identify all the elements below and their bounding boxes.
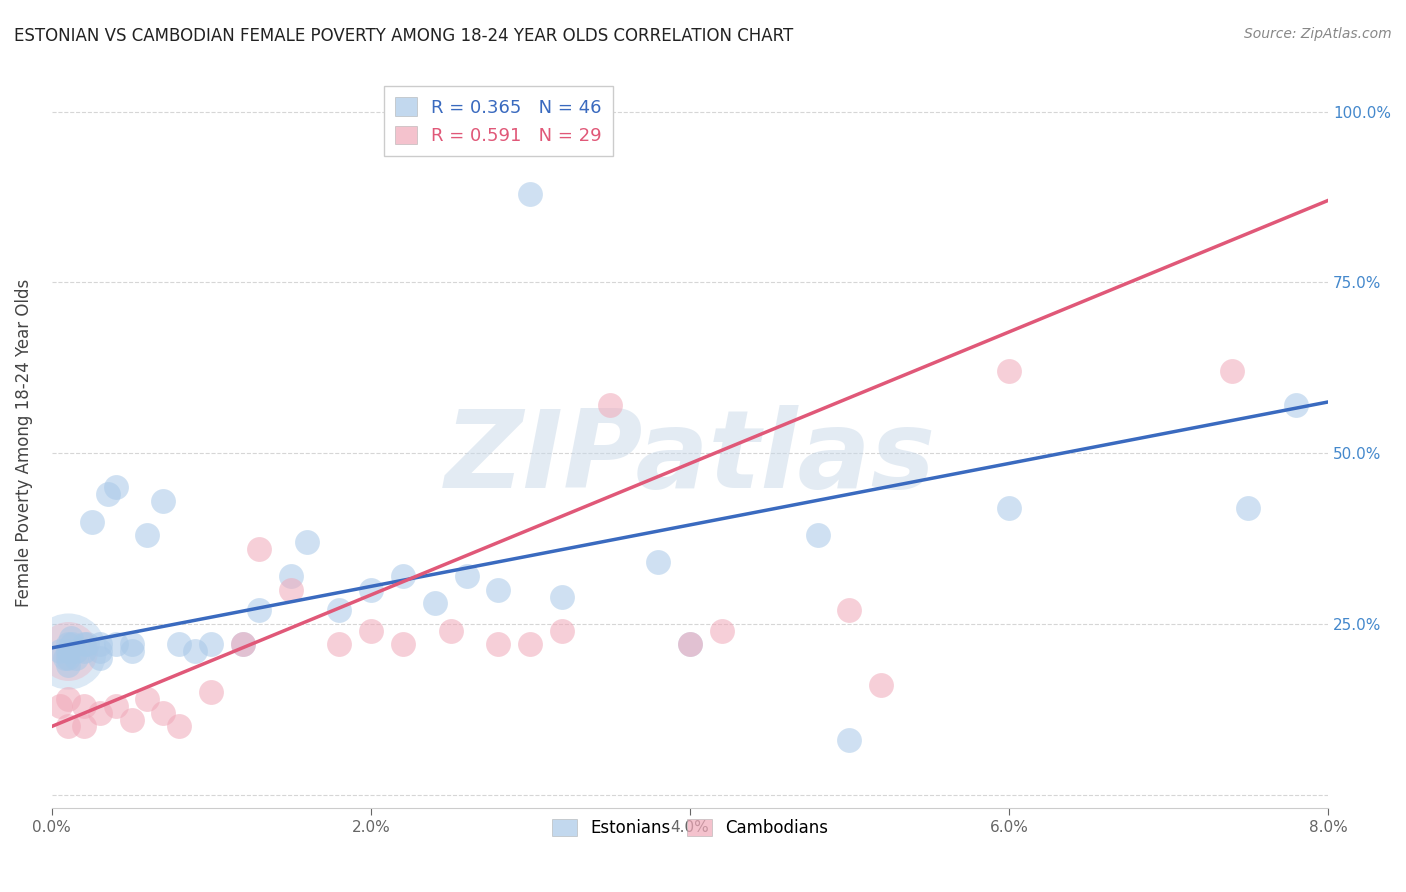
Point <box>56 638 79 652</box>
Point <box>104 638 127 652</box>
Point <box>391 638 413 652</box>
Point <box>59 631 82 645</box>
Point <box>647 556 669 570</box>
Point <box>104 480 127 494</box>
Point <box>1285 398 1308 412</box>
Point <box>73 698 96 713</box>
Point <box>456 569 478 583</box>
Point <box>1237 500 1260 515</box>
Point <box>53 651 76 665</box>
Point <box>56 657 79 672</box>
Point <box>295 535 318 549</box>
Point <box>121 644 143 658</box>
Point <box>551 590 574 604</box>
Point <box>360 624 382 638</box>
Point <box>56 644 79 658</box>
Point <box>184 644 207 658</box>
Point <box>76 638 98 652</box>
Point <box>73 638 96 652</box>
Point <box>48 644 70 658</box>
Legend: Estonians, Cambodians: Estonians, Cambodians <box>546 813 835 844</box>
Point <box>806 528 828 542</box>
Point <box>65 651 87 665</box>
Point <box>679 638 702 652</box>
Point <box>679 638 702 652</box>
Point <box>599 398 621 412</box>
Point <box>519 186 541 201</box>
Point <box>328 638 350 652</box>
Point <box>488 582 510 597</box>
Point <box>247 541 270 556</box>
Point <box>280 569 302 583</box>
Point <box>89 706 111 720</box>
Point <box>200 685 222 699</box>
Point <box>488 638 510 652</box>
Point <box>56 644 79 658</box>
Point <box>439 624 461 638</box>
Point <box>1222 364 1244 378</box>
Point <box>519 638 541 652</box>
Point <box>136 692 159 706</box>
Y-axis label: Female Poverty Among 18-24 Year Olds: Female Poverty Among 18-24 Year Olds <box>15 279 32 607</box>
Point <box>56 719 79 733</box>
Point <box>56 692 79 706</box>
Point <box>200 638 222 652</box>
Point <box>280 582 302 597</box>
Point <box>360 582 382 597</box>
Point <box>97 487 120 501</box>
Point <box>391 569 413 583</box>
Text: Source: ZipAtlas.com: Source: ZipAtlas.com <box>1244 27 1392 41</box>
Point <box>73 719 96 733</box>
Point <box>56 651 79 665</box>
Point <box>152 494 174 508</box>
Point <box>838 733 860 747</box>
Point <box>80 515 103 529</box>
Point <box>998 500 1021 515</box>
Point <box>870 678 893 692</box>
Point <box>73 644 96 658</box>
Point <box>48 698 70 713</box>
Point <box>169 719 191 733</box>
Point <box>838 603 860 617</box>
Point <box>121 713 143 727</box>
Point <box>121 638 143 652</box>
Point <box>89 644 111 658</box>
Point <box>710 624 733 638</box>
Point <box>998 364 1021 378</box>
Point <box>89 651 111 665</box>
Point <box>136 528 159 542</box>
Point <box>232 638 254 652</box>
Text: ESTONIAN VS CAMBODIAN FEMALE POVERTY AMONG 18-24 YEAR OLDS CORRELATION CHART: ESTONIAN VS CAMBODIAN FEMALE POVERTY AMO… <box>14 27 793 45</box>
Text: ZIPatlas: ZIPatlas <box>444 405 935 510</box>
Point <box>169 638 191 652</box>
Point <box>423 597 446 611</box>
Point <box>65 644 87 658</box>
Point <box>551 624 574 638</box>
Point <box>62 638 84 652</box>
Point <box>89 638 111 652</box>
Point <box>232 638 254 652</box>
Point <box>328 603 350 617</box>
Point <box>104 698 127 713</box>
Point <box>56 644 79 658</box>
Point <box>247 603 270 617</box>
Point <box>152 706 174 720</box>
